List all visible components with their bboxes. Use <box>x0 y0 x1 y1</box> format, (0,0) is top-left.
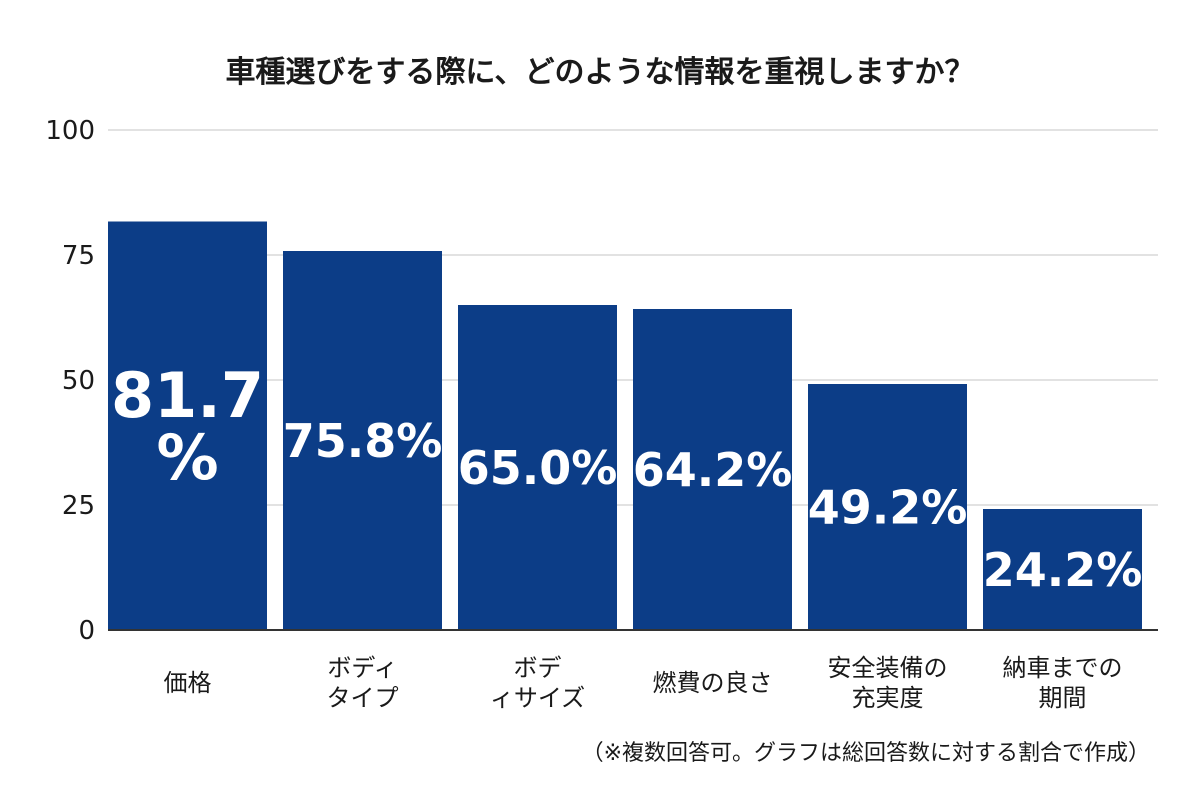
value-label-line: 49.2% <box>808 481 968 535</box>
category-label: 価格 <box>164 669 212 697</box>
value-label-line: 65.0% <box>458 441 618 495</box>
value-labels: 81.7% 75.8% 65.0% 64.2% 49.2% 24.2% <box>111 359 1142 597</box>
value-label: 24.2% <box>983 543 1143 597</box>
footnote: （※複数回答可。グラフは総回答数に対する割合で作成） <box>582 741 1150 766</box>
category-label-line: 燃費の良さ <box>653 669 773 697</box>
bar <box>633 309 792 630</box>
category-label-line: 期間 <box>1039 684 1087 712</box>
value-label: 49.2% <box>808 481 968 535</box>
value-label-line: 24.2% <box>983 543 1143 597</box>
y-axis-ticks: 0 25 50 75 100 <box>45 116 95 646</box>
chart-title: 車種選びをする際に、どのような情報を重視しますか？ <box>225 55 974 90</box>
category-label: 安全装備の充実度 <box>828 654 948 712</box>
value-label: 65.0% <box>458 441 618 495</box>
bar <box>108 221 267 630</box>
category-label-line: タイプ <box>327 684 399 712</box>
category-label: ボディサイズ <box>490 654 585 712</box>
category-label-line: ボデ <box>514 654 562 682</box>
value-label: 81.7% <box>111 359 264 494</box>
value-label-line: 81.7 <box>111 359 264 432</box>
bar <box>983 509 1142 630</box>
y-tick-label: 25 <box>62 491 95 521</box>
category-label-line: 安全装備の <box>828 654 948 682</box>
category-label-line: ボディ <box>327 654 397 682</box>
bars <box>108 221 1142 630</box>
value-label: 75.8% <box>283 414 443 468</box>
category-label-line: 充実度 <box>852 684 924 712</box>
category-label: 納車までの期間 <box>1003 654 1123 712</box>
value-label-line: 64.2% <box>633 443 793 497</box>
y-tick-label: 75 <box>62 241 95 271</box>
value-label-line: 75.8% <box>283 414 443 468</box>
category-label: 燃費の良さ <box>653 669 773 697</box>
category-label-line: 納車までの <box>1003 654 1123 682</box>
category-label-line: 価格 <box>164 669 212 697</box>
bar <box>283 251 442 630</box>
bar <box>808 384 967 630</box>
y-tick-label: 100 <box>45 116 95 146</box>
y-tick-label: 50 <box>62 366 95 396</box>
category-label: ボディタイプ <box>327 654 399 712</box>
y-tick-label: 0 <box>78 616 95 646</box>
category-label-line: ィサイズ <box>490 684 585 712</box>
value-label-line: % <box>156 421 218 494</box>
bar <box>458 305 617 630</box>
value-label: 64.2% <box>633 443 793 497</box>
